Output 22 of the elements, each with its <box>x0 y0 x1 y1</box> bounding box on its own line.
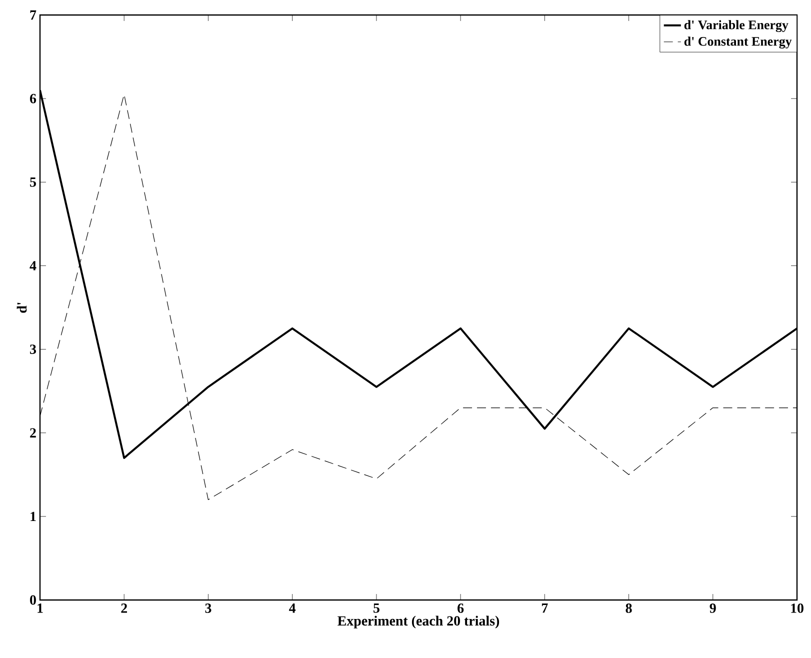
y-axis-title: d' <box>16 302 27 313</box>
x-tick-label: 4 <box>289 604 296 613</box>
x-tick-label: 2 <box>121 604 127 613</box>
y-tick-label: 1 <box>30 512 36 522</box>
y-tick-label: 7 <box>30 10 36 20</box>
y-tick-label: 2 <box>30 428 36 438</box>
y-tick-label: 6 <box>30 94 36 104</box>
x-tick-label: 3 <box>205 604 212 613</box>
legend-label: d' Variable Energy <box>684 20 788 32</box>
x-tick-label: 6 <box>458 604 464 613</box>
x-tick-label: 10 <box>791 604 804 613</box>
x-tick-label: 1 <box>38 604 43 613</box>
x-tick-label: 7 <box>542 604 548 613</box>
y-tick-label: 3 <box>30 344 36 354</box>
y-tick-label: 0 <box>30 595 36 605</box>
x-tick-label: 5 <box>374 604 380 613</box>
legend-label: d' Constant Energy <box>684 36 792 48</box>
x-tick-label: 9 <box>710 604 716 613</box>
y-tick-label: 4 <box>30 261 36 270</box>
x-tick-label: 8 <box>626 604 632 613</box>
y-tick-label: 5 <box>30 178 36 187</box>
x-axis-title: Experiment (each 20 trials) <box>338 616 500 628</box>
